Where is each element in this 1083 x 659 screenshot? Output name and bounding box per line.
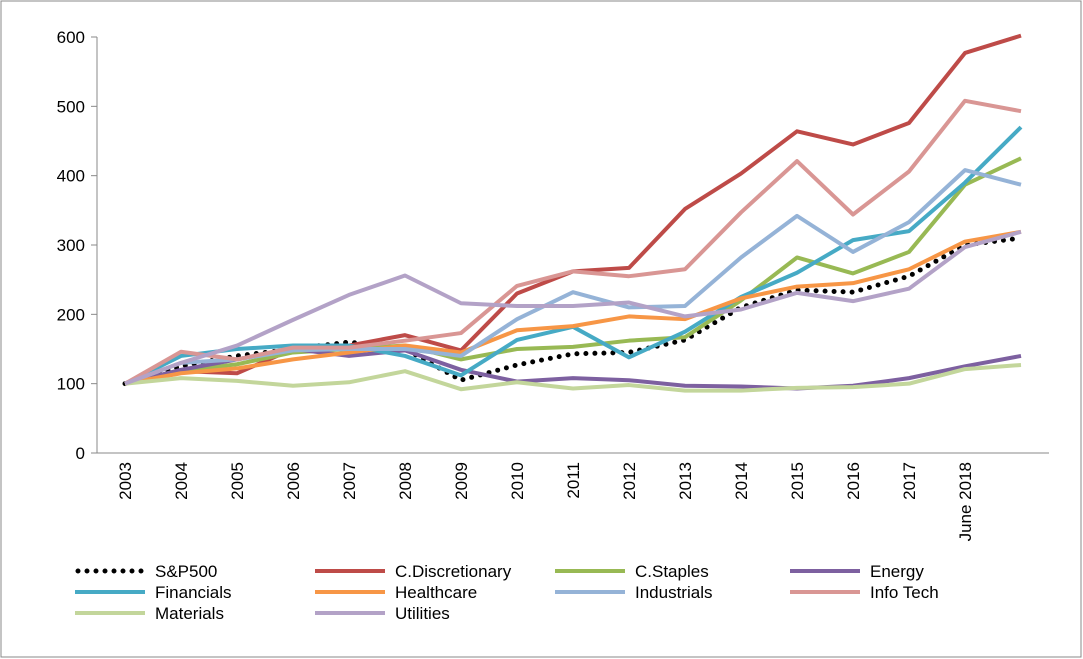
x-tick-label: 2007 <box>340 462 359 500</box>
x-tick-label: 2004 <box>172 462 191 500</box>
x-tick-label: June 2018 <box>956 462 975 541</box>
x-tick-label: 2011 <box>564 462 583 499</box>
y-tick-label: 500 <box>57 97 85 116</box>
x-tick-label: 2015 <box>788 462 807 500</box>
legend-label: Utilities <box>395 604 450 623</box>
y-tick-label: 400 <box>57 167 85 186</box>
series-line <box>124 156 1022 386</box>
x-tick-label: 2008 <box>396 462 415 500</box>
legend-label: Materials <box>155 604 224 623</box>
y-tick-label: 0 <box>76 444 85 463</box>
series-line <box>124 229 1022 386</box>
x-tick-label: 2009 <box>452 462 471 500</box>
legend-label: Healthcare <box>395 583 477 602</box>
x-tick-label: 2005 <box>228 462 247 500</box>
series-line <box>124 98 1022 386</box>
legend-label: C.Staples <box>635 562 709 581</box>
legend-label: Industrials <box>635 583 712 602</box>
series-line <box>124 362 1022 393</box>
legend-label: Energy <box>870 562 924 581</box>
x-tick-label: 2006 <box>284 462 303 500</box>
y-tick-label: 300 <box>57 236 85 255</box>
x-tick-label: 2003 <box>116 462 135 500</box>
legend-label: S&P500 <box>155 562 217 581</box>
y-tick-label: 600 <box>57 28 85 47</box>
x-tick-label: 2017 <box>900 462 919 500</box>
x-tick-label: 2013 <box>676 462 695 500</box>
y-tick-label: 100 <box>57 375 85 394</box>
y-tick-label: 200 <box>57 305 85 324</box>
x-tick-label: 2014 <box>732 462 751 500</box>
x-tick-label: 2016 <box>844 462 863 500</box>
x-tick-label: 2012 <box>620 462 639 500</box>
legend-label: Info Tech <box>870 583 939 602</box>
legend-label: C.Discretionary <box>395 562 512 581</box>
legend-label: Financials <box>155 583 232 602</box>
x-tick-label: 2010 <box>508 462 527 500</box>
series-line <box>124 229 1022 386</box>
